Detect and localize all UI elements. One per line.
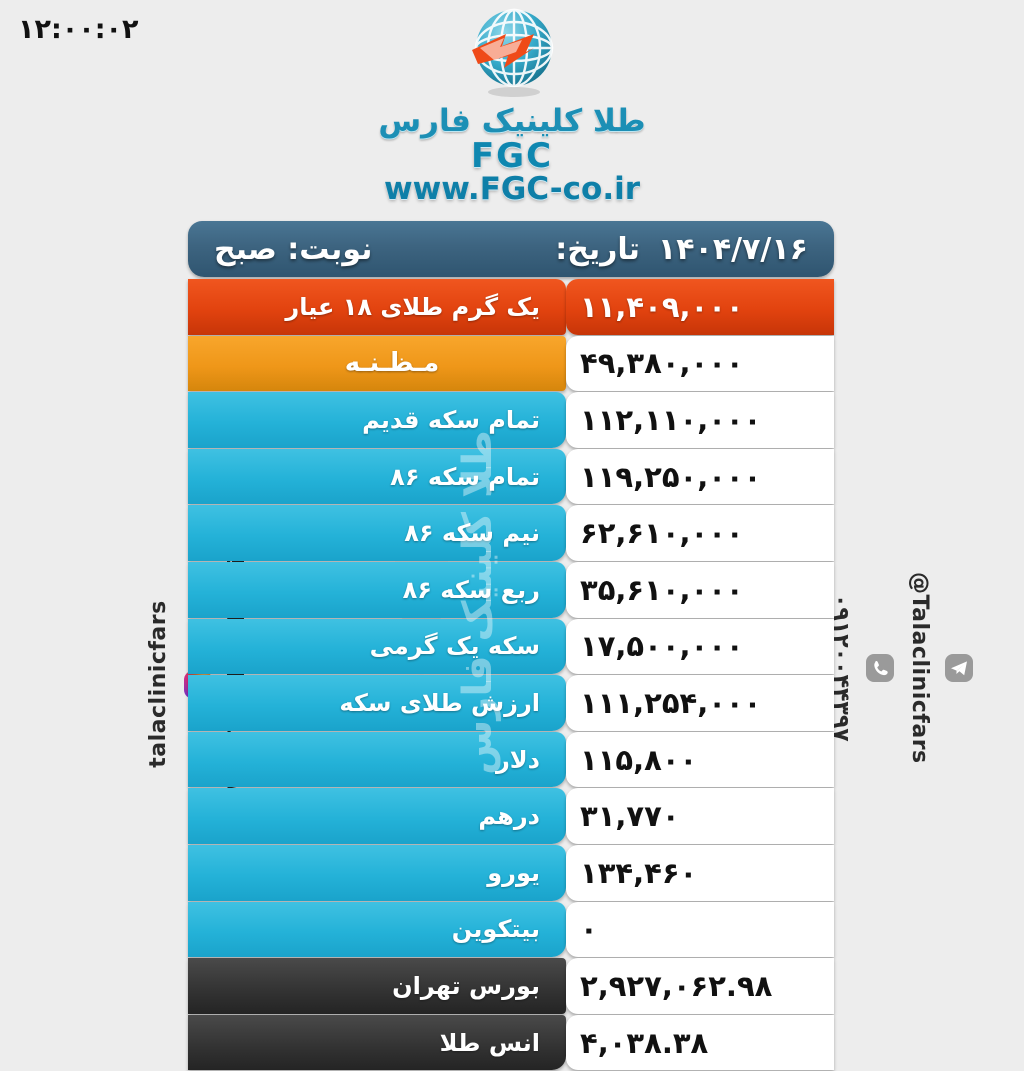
phone-icon[interactable] — [865, 653, 895, 683]
table-row: بورس تهران ۲,۹۲۷,۰۶۲.۹۸ — [188, 958, 834, 1014]
header-shift: نوبت: صبح — [214, 231, 373, 267]
row-value: ۱۱۵,۸۰۰ — [566, 731, 834, 788]
table-row: تمام سکه قدیم ۱۱۲,۱۱۰,۰۰۰ — [188, 392, 834, 448]
table-row: انس طلا ۴,۰۳۸.۳۸ — [188, 1014, 834, 1071]
table-row: نیم سکه ۸۶ ۶۲,۶۱۰,۰۰۰ — [188, 505, 834, 561]
row-value: ۳۵,۶۱۰,۰۰۰ — [566, 561, 834, 618]
row-label: سکه یک گرمی — [188, 618, 566, 675]
table-row: بیتکوین ۰ — [188, 901, 834, 958]
brand-logo-block: طلا کلینیک فارس FGC www.FGC-co.ir — [0, 4, 1024, 205]
row-value: ۶۲,۶۱۰,۰۰۰ — [566, 505, 834, 561]
row-label: تمام سکه ۸۶ — [188, 448, 566, 505]
row-value: ۱۷,۵۰۰,۰۰۰ — [566, 618, 834, 675]
logo-globe-wrap — [460, 4, 564, 102]
row-value: ۲,۹۲۷,۰۶۲.۹۸ — [566, 958, 834, 1014]
header-date-value: ۱۴۰۴/۷/۱۶ — [657, 231, 808, 267]
header-date-label: تاریخ: — [555, 231, 640, 267]
table-row: سکه یک گرمی ۱۷,۵۰۰,۰۰۰ — [188, 618, 834, 675]
telegram-icon[interactable] — [944, 653, 974, 683]
row-value: ۱۱۹,۲۵۰,۰۰۰ — [566, 448, 834, 505]
table-row: یک گرم طلای ۱۸ عیار ۱۱,۴۰۹,۰۰۰ — [188, 279, 834, 335]
table-row: درهم ۳۱,۷۷۰ — [188, 788, 834, 844]
brand-abbreviation: FGC — [470, 136, 554, 176]
row-label: نیم سکه ۸۶ — [188, 505, 566, 561]
row-value: ۱۳۴,۴۶۰ — [566, 844, 834, 901]
row-label: تمام سکه قدیم — [188, 392, 566, 448]
price-board: تاریخ: ۱۴۰۴/۷/۱۶ نوبت: صبح یک گرم طلای ۱… — [188, 221, 834, 1071]
board-header: تاریخ: ۱۴۰۴/۷/۱۶ نوبت: صبح — [188, 221, 834, 277]
table-row: یورو ۱۳۴,۴۶۰ — [188, 844, 834, 901]
social-rail-right: @Talaclinicfars ۰۹۱۲۰۰۴۴۳۹۷ — [828, 572, 974, 764]
table-row: مـظـنـه ۴۹,۳۸۰,۰۰۰ — [188, 335, 834, 392]
row-label: بیتکوین — [188, 901, 566, 958]
row-label: ربع سکه ۸۶ — [188, 561, 566, 618]
row-label: درهم — [188, 788, 566, 844]
clock-timestamp: ۱۲:۰۰:۰۲ — [18, 14, 139, 45]
instagram-handle[interactable]: talaclinicfars — [146, 600, 171, 769]
telegram-handle[interactable]: @Talaclinicfars — [907, 572, 932, 764]
header-date: تاریخ: ۱۴۰۴/۷/۱۶ — [555, 232, 808, 267]
table-row: دلار ۱۱۵,۸۰۰ — [188, 731, 834, 788]
row-label: انس طلا — [188, 1014, 566, 1071]
row-label: یک گرم طلای ۱۸ عیار — [188, 279, 566, 335]
row-value: ۱۱۲,۱۱۰,۰۰۰ — [566, 392, 834, 448]
orange-arrow-icon — [472, 34, 534, 68]
row-value: ۳۱,۷۷۰ — [566, 788, 834, 844]
row-label: دلار — [188, 731, 566, 788]
brand-name-fa: طلا کلینیک فارس — [378, 103, 646, 139]
row-value: ۱۱,۴۰۹,۰۰۰ — [566, 279, 834, 335]
row-label: بورس تهران — [188, 958, 566, 1014]
row-label: یورو — [188, 844, 566, 901]
brand-website: www.FGC-co.ir — [383, 171, 641, 207]
row-value: ۴,۰۳۸.۳۸ — [566, 1014, 834, 1071]
table-row: ربع سکه ۸۶ ۳۵,۶۱۰,۰۰۰ — [188, 561, 834, 618]
row-value: ۴۹,۳۸۰,۰۰۰ — [566, 335, 834, 392]
row-value: ۱۱۱,۲۵۴,۰۰۰ — [566, 675, 834, 731]
table-row: تمام سکه ۸۶ ۱۱۹,۲۵۰,۰۰۰ — [188, 448, 834, 505]
row-value: ۰ — [566, 901, 834, 958]
table-row: ارزش طلای سکه ۱۱۱,۲۵۴,۰۰۰ — [188, 675, 834, 731]
row-label: ارزش طلای سکه — [188, 675, 566, 731]
row-label: مـظـنـه — [188, 335, 566, 392]
